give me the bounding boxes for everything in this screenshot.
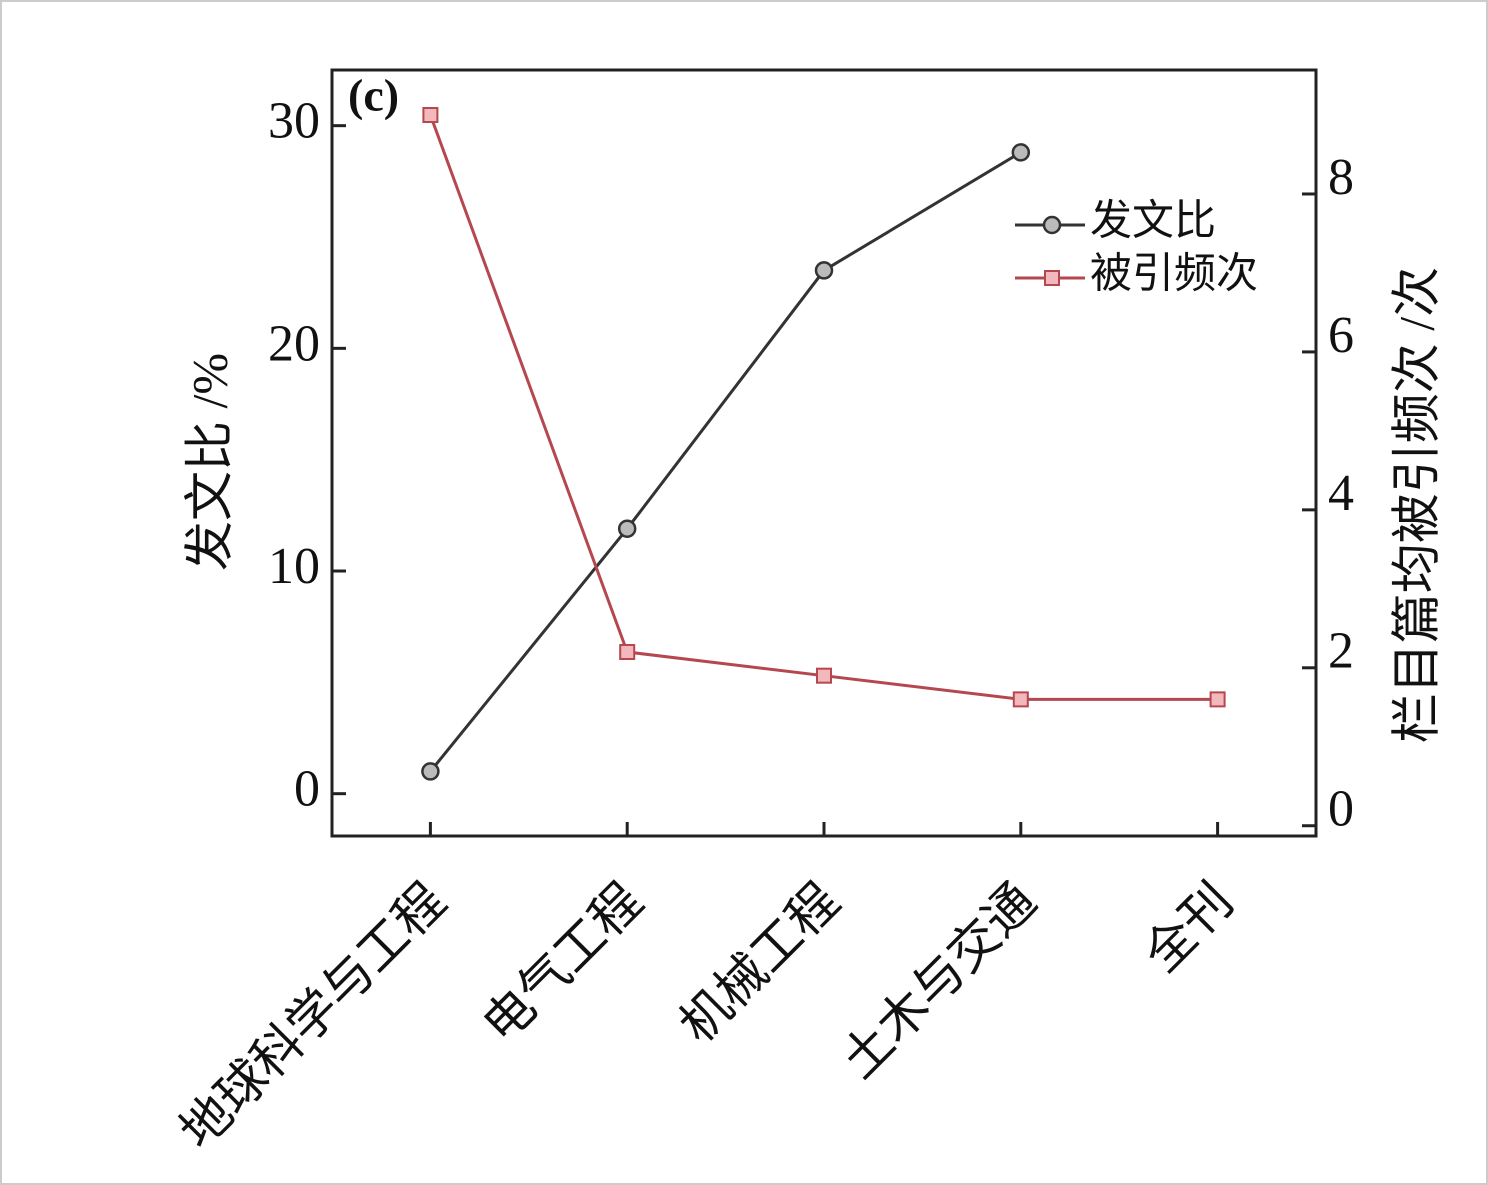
- legend-label: 发文比: [1090, 198, 1216, 245]
- marker: [421, 762, 440, 781]
- marker: [1209, 691, 1226, 708]
- y2-tick-label: 2: [1328, 623, 1354, 680]
- marker: [422, 107, 439, 124]
- series-line: [429, 151, 1022, 773]
- y-tick-label: 10: [268, 538, 320, 595]
- y2-axis-label: 栏目篇均被引频次 /次: [1388, 267, 1444, 743]
- marker: [814, 261, 834, 280]
- y-tick-label: 30: [268, 93, 320, 150]
- legend-label: 被引频次: [1090, 252, 1258, 298]
- y2-tick-label: 8: [1328, 149, 1354, 206]
- marker: [1012, 691, 1029, 708]
- y2-tick-label: 4: [1328, 465, 1354, 522]
- y-tick-label: 20: [268, 315, 320, 372]
- marker: [1011, 143, 1031, 162]
- y-axis-label: 发文比 /%: [181, 353, 237, 571]
- y-tick-label: 0: [294, 761, 320, 818]
- marker: [816, 667, 832, 684]
- marker: [617, 519, 637, 538]
- panel-label: (c): [348, 70, 399, 121]
- y2-tick-label: 6: [1328, 307, 1354, 364]
- marker: [619, 644, 636, 661]
- legend-marker: [1042, 215, 1062, 235]
- y2-tick-label: 0: [1328, 781, 1354, 838]
- legend-marker: [1044, 270, 1060, 286]
